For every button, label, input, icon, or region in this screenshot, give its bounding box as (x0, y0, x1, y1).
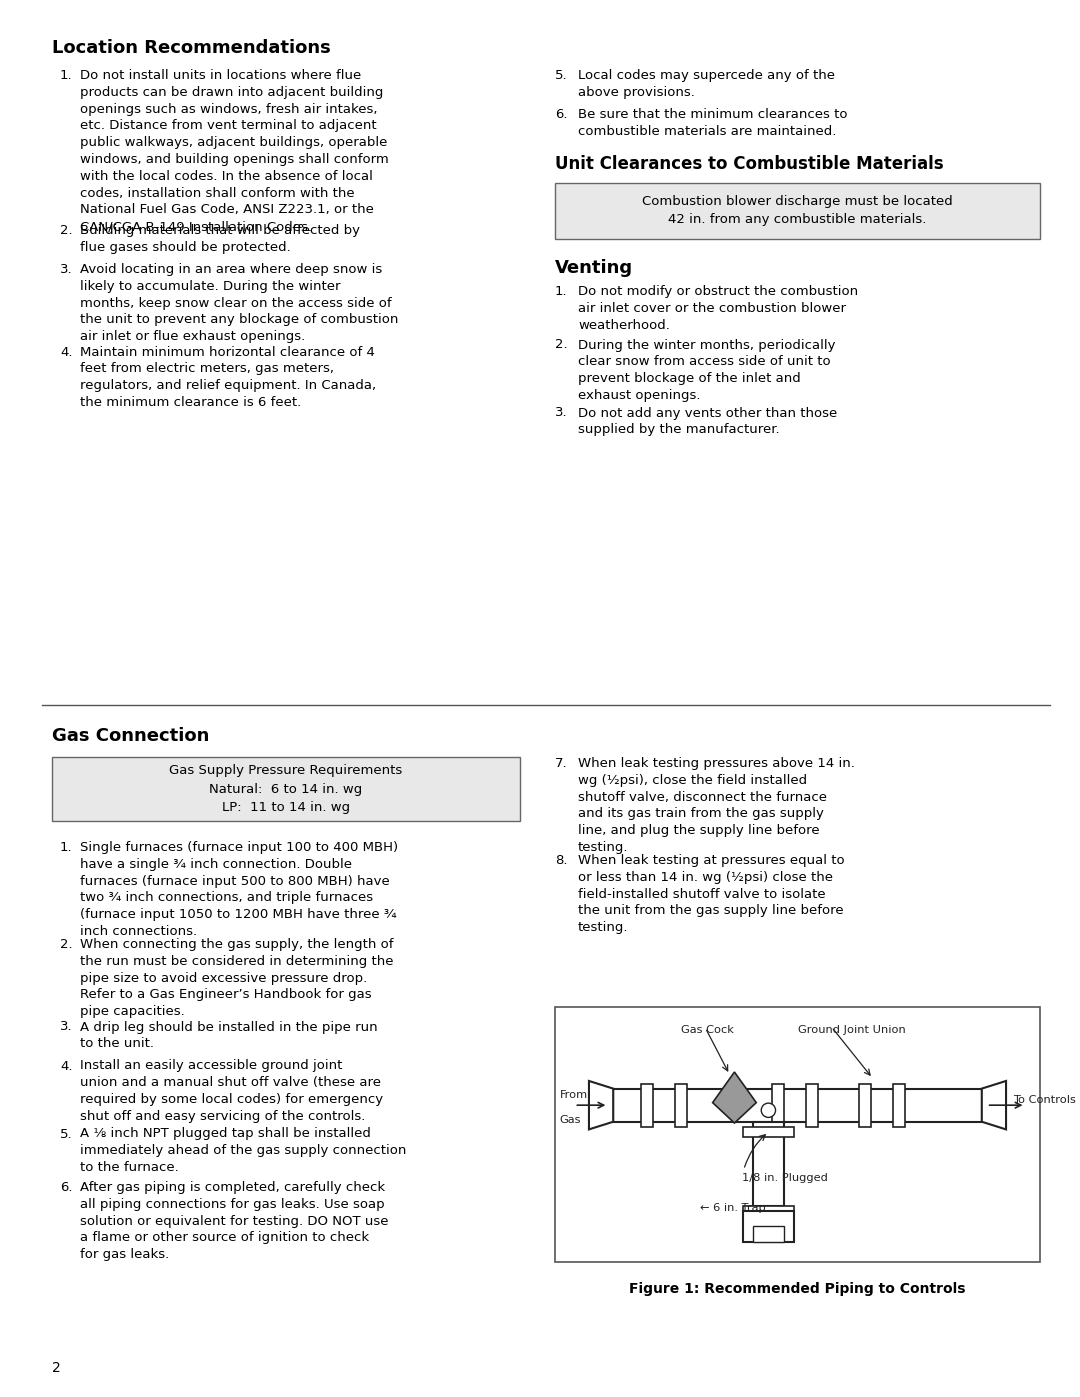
Bar (806, 1084, 819, 1127)
Text: Combustion blower discharge must be located
42 in. from any combustible material: Combustion blower discharge must be loca… (643, 196, 953, 226)
Bar (753, 1122, 784, 1206)
Text: Install an easily accessible ground joint
union and a manual shut off valve (the: Install an easily accessible ground join… (80, 1059, 383, 1123)
Text: 3.: 3. (60, 1020, 72, 1034)
Bar (555, 1007, 1040, 1261)
Text: When leak testing pressures above 14 in.
wg (½psi), close the field installed
sh: When leak testing pressures above 14 in.… (578, 757, 855, 854)
Text: 8.: 8. (555, 854, 567, 868)
Text: 1/8 in. Plugged: 1/8 in. Plugged (742, 1172, 827, 1183)
Bar (743, 1127, 794, 1137)
Text: Location Recommendations: Location Recommendations (52, 39, 330, 57)
Text: 7.: 7. (555, 757, 568, 770)
Bar (52, 757, 519, 821)
Text: Single furnaces (furnace input 100 to 400 MBH)
have a single ¾ inch connection. : Single furnaces (furnace input 100 to 40… (80, 841, 399, 937)
Bar (860, 1084, 872, 1127)
Text: 6.: 6. (60, 1180, 72, 1194)
Text: 6.: 6. (555, 108, 567, 122)
Text: A ⅛ inch NPT plugged tap shall be installed
immediately ahead of the gas supply : A ⅛ inch NPT plugged tap shall be instal… (80, 1127, 406, 1173)
Text: Gas Cock: Gas Cock (681, 1025, 734, 1035)
Text: Avoid locating in an area where deep snow is
likely to accumulate. During the wi: Avoid locating in an area where deep sno… (80, 263, 399, 344)
Polygon shape (982, 1081, 1007, 1129)
Text: When leak testing at pressures equal to
or less than 14 in. wg (½psi) close the
: When leak testing at pressures equal to … (578, 854, 845, 935)
Bar (555, 183, 1040, 239)
Text: 4.: 4. (60, 1059, 72, 1073)
Bar (675, 1084, 687, 1127)
Text: From: From (559, 1090, 588, 1099)
Text: Maintain minimum horizontal clearance of 4
feet from electric meters, gas meters: Maintain minimum horizontal clearance of… (80, 345, 376, 409)
Text: Building materials that will be affected by
flue gases should be protected.: Building materials that will be affected… (80, 224, 360, 254)
Text: 1.: 1. (555, 285, 568, 298)
Polygon shape (713, 1071, 756, 1123)
Text: Unit Clearances to Combustible Materials: Unit Clearances to Combustible Materials (555, 155, 944, 173)
Text: Be sure that the minimum clearances to
combustible materials are maintained.: Be sure that the minimum clearances to c… (578, 108, 848, 138)
Text: 2.: 2. (60, 224, 72, 237)
Text: ← 6 in. Trap: ← 6 in. Trap (701, 1203, 766, 1214)
Polygon shape (589, 1081, 613, 1129)
Bar (893, 1084, 905, 1127)
Text: 1.: 1. (60, 841, 72, 854)
Text: Venting: Venting (555, 258, 633, 277)
Text: 4.: 4. (60, 345, 72, 359)
Circle shape (761, 1104, 775, 1118)
Text: 2.: 2. (60, 937, 72, 951)
Bar (642, 1084, 653, 1127)
Bar (753, 1227, 784, 1242)
Text: Gas: Gas (559, 1115, 581, 1126)
Text: During the winter months, periodically
clear snow from access side of unit to
pr: During the winter months, periodically c… (578, 338, 836, 402)
Text: 5.: 5. (555, 68, 568, 82)
Text: When connecting the gas supply, the length of
the run must be considered in dete: When connecting the gas supply, the leng… (80, 937, 393, 1018)
Text: A drip leg should be installed in the pipe run
to the unit.: A drip leg should be installed in the pi… (80, 1020, 378, 1051)
Text: 3.: 3. (60, 263, 72, 277)
Bar (772, 1084, 784, 1127)
Text: 3.: 3. (555, 407, 568, 419)
Text: Ground Joint Union: Ground Joint Union (797, 1025, 905, 1035)
Text: Do not modify or obstruct the combustion
air inlet cover or the combustion blowe: Do not modify or obstruct the combustion… (578, 285, 859, 331)
Text: 1.: 1. (60, 68, 72, 82)
Bar (743, 1206, 794, 1217)
Text: Gas Supply Pressure Requirements
Natural:  6 to 14 in. wg
LP:  11 to 14 in. wg: Gas Supply Pressure Requirements Natural… (170, 764, 403, 814)
Text: After gas piping is completed, carefully check
all piping connections for gas le: After gas piping is completed, carefully… (80, 1180, 389, 1261)
Text: Do not install units in locations where flue
products can be drawn into adjacent: Do not install units in locations where … (80, 68, 389, 233)
Polygon shape (613, 1088, 982, 1122)
Bar (743, 1211, 794, 1242)
Text: Gas Connection: Gas Connection (52, 726, 210, 745)
Text: Do not add any vents other than those
supplied by the manufacturer.: Do not add any vents other than those su… (578, 407, 837, 436)
Text: Figure 1: Recommended Piping to Controls: Figure 1: Recommended Piping to Controls (630, 1282, 966, 1296)
Text: 5.: 5. (60, 1127, 72, 1140)
Text: Local codes may supercede any of the
above provisions.: Local codes may supercede any of the abo… (578, 68, 835, 99)
Text: To Controls: To Controls (1013, 1095, 1076, 1105)
Text: 2.: 2. (555, 338, 568, 352)
Text: 2: 2 (52, 1361, 60, 1375)
